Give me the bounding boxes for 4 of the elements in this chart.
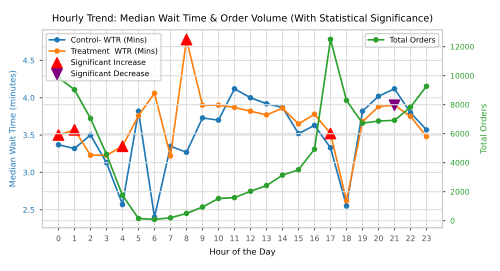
- x-axis-title: Hour of the Day: [210, 248, 276, 256]
- y2-axis-title: Total Orders: [480, 104, 486, 154]
- chart-title: Hourly Trend: Median Wait Time & Order Volume (With Statistical Significance): [52, 14, 432, 24]
- y-axis-title: Median Wait Time (minutes): [9, 70, 17, 187]
